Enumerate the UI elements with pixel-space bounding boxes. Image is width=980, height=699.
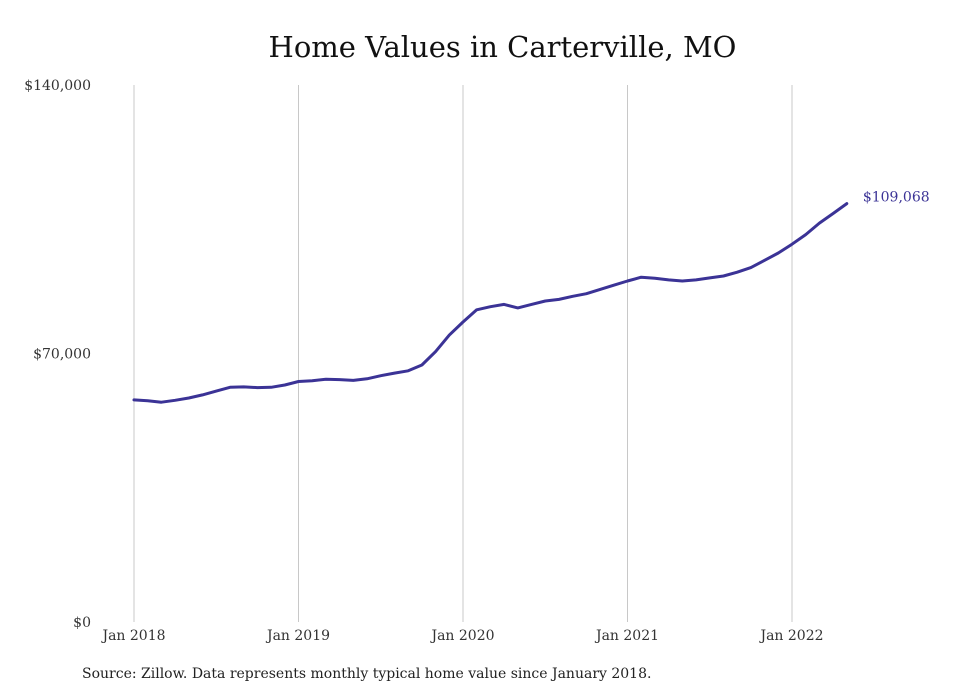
y-tick-label: $0 [73, 615, 91, 631]
end-value-label: $109,068 [863, 190, 930, 206]
x-tick-label: Jan 2020 [429, 628, 494, 644]
x-tick-label: Jan 2021 [594, 628, 659, 644]
series-line [132, 202, 849, 404]
chart-title: Home Values in Carterville, MO [268, 30, 737, 64]
x-tick-label: Jan 2022 [758, 628, 823, 644]
y-tick-label: $70,000 [33, 347, 91, 363]
x-tick-label: Jan 2018 [100, 628, 165, 644]
x-tick-label: Jan 2019 [265, 628, 330, 644]
source-note: Source: Zillow. Data represents monthly … [82, 666, 652, 682]
y-tick-label: $140,000 [24, 78, 91, 94]
